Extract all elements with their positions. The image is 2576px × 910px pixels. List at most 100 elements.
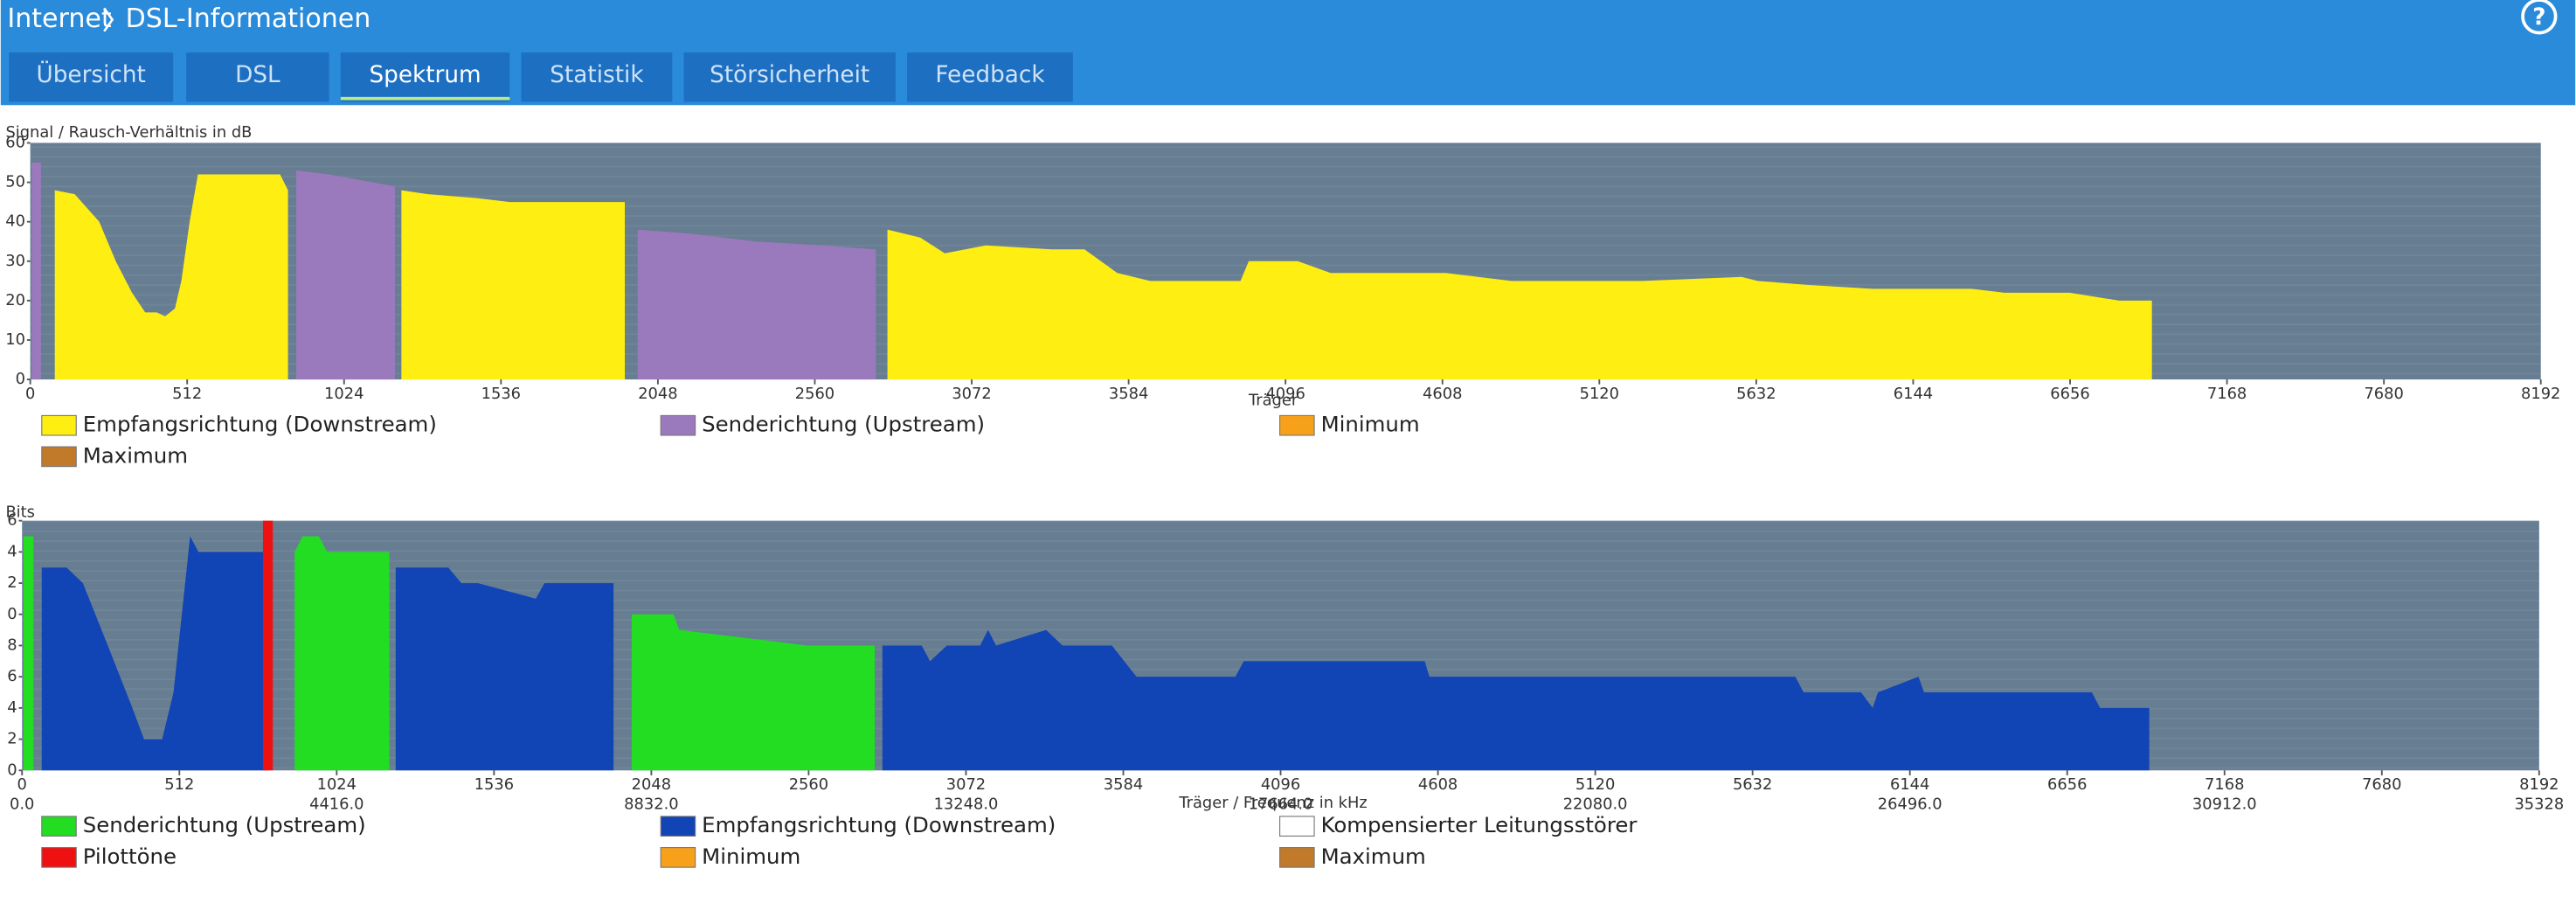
y-axis-title: Bits [5, 503, 35, 521]
x-tick-label: 512 [172, 385, 202, 403]
tab-label[interactable]: DSL [235, 62, 280, 88]
legend-label: Pilottöne [83, 844, 177, 869]
y-tick-label: 20 [5, 291, 25, 309]
legend-swatch [41, 414, 77, 436]
x-tick-label: 6656 [2047, 775, 2087, 794]
x-tick-label: 2048 [638, 385, 677, 403]
x-tick-label: 7680 [2362, 775, 2401, 794]
legend-swatch [660, 847, 696, 868]
x2-tick-label: 30912.0 [2192, 795, 2257, 814]
x-tick-label: 5632 [1733, 775, 1772, 794]
legend-label: Senderichtung (Upstream) [83, 812, 366, 837]
x2-tick-label: 4416.0 [309, 795, 364, 814]
y-tick-label: 0 [7, 605, 17, 623]
x-tick-label: 4096 [1265, 385, 1305, 403]
x-tick-label: 6656 [2050, 385, 2089, 403]
tab-label[interactable]: Übersicht [36, 60, 145, 88]
tab[interactable] [340, 52, 510, 102]
legend-label: Empfangsrichtung (Downstream) [83, 412, 437, 437]
x-axis-title: Träger / Frequenz in kHz [1178, 794, 1367, 812]
x-tick-label: 5120 [1575, 775, 1615, 794]
y-tick-label: 4 [7, 542, 17, 560]
y-tick-label: 30 [5, 252, 25, 270]
legend-swatch [41, 816, 77, 837]
x-tick-label: 1536 [481, 385, 521, 403]
help-icon[interactable]: ? [2532, 4, 2545, 31]
x-tick-label: 3072 [946, 775, 986, 794]
y-axis-title: Signal / Rausch-Verhältnis in dB [5, 123, 252, 142]
y-tick-label: 6 [7, 511, 17, 530]
x-tick-label: 2560 [789, 775, 828, 794]
x-axis-title: Träger [1248, 391, 1298, 409]
legend-label: Maximum [1321, 844, 1426, 869]
legend-label: Empfangsrichtung (Downstream) [702, 812, 1056, 837]
x-tick-label: 4608 [1423, 385, 1462, 403]
breadcrumb-chevron [103, 7, 114, 32]
x-tick-label: 7168 [2205, 775, 2244, 794]
x-tick-label: 1024 [317, 775, 357, 794]
tab-label[interactable]: Spektrum [369, 62, 481, 88]
x2-tick-label: 13248.0 [934, 795, 999, 814]
legend-swatch [660, 414, 696, 436]
x-tick-label: 7168 [2207, 385, 2247, 403]
tab-label[interactable]: Störsicherheit [710, 62, 869, 88]
tab[interactable] [907, 52, 1073, 102]
tab[interactable] [186, 52, 329, 102]
legend-swatch [1279, 414, 1315, 436]
x-tick-label: 8192 [2519, 775, 2559, 794]
tab[interactable] [521, 52, 673, 102]
x2-tick-label: 8832.0 [624, 795, 678, 814]
x-tick-label: 3072 [952, 385, 991, 403]
x-tick-label: 512 [164, 775, 194, 794]
legend-swatch [660, 816, 696, 837]
x-tick-label: 5632 [1736, 385, 1776, 403]
y-tick-label: 6 [7, 667, 17, 685]
legend-label: Minimum [702, 844, 800, 869]
tab[interactable] [683, 52, 896, 102]
tab[interactable] [9, 52, 174, 102]
tab-label[interactable]: Statistik [550, 62, 644, 88]
x-tick-label: 1024 [324, 385, 364, 403]
y-tick-label: 0 [16, 370, 25, 388]
area-series [54, 174, 2152, 380]
help-button[interactable] [2521, 0, 2558, 35]
x-tick-label: 4608 [1418, 775, 1458, 794]
area-series [24, 536, 876, 771]
legend-label: Kompensierter Leitungsstörer [1321, 812, 1638, 837]
y-tick-label: 50 [5, 173, 25, 191]
x2-tick-label: 35328 [2514, 795, 2564, 814]
tab-bar: Übersicht DSL Spektrum Statistik Störsicherh… [9, 52, 1073, 102]
y-tick-label: 10 [5, 330, 25, 349]
y-tick-label: 40 [5, 212, 25, 231]
legend-swatch [41, 446, 77, 468]
legend-label: Minimum [1321, 412, 1420, 437]
page-title: DSL-Informationen [126, 3, 371, 34]
x-tick-label: 3584 [1104, 775, 1143, 794]
x2-tick-label: 17664.0 [1249, 795, 1313, 814]
tab-label[interactable]: Feedback [935, 62, 1045, 88]
pilot-tone-bar [262, 520, 274, 771]
x-tick-label: 6144 [1894, 385, 1933, 403]
area-series [31, 163, 876, 380]
x-tick-label: 4096 [1261, 775, 1300, 794]
legend-label: Maximum [83, 442, 188, 468]
x2-tick-label: 0.0 [10, 795, 34, 814]
tab-active-underline [340, 96, 510, 101]
x-tick-label: 7680 [2364, 385, 2403, 403]
y-tick-label: 0 [7, 761, 17, 779]
legend-swatch [1279, 847, 1315, 868]
y-tick-label: 2 [7, 573, 17, 592]
breadcrumb-section[interactable]: Internet [7, 3, 112, 34]
y-tick-label: 2 [7, 730, 17, 748]
y-tick-label: 4 [7, 698, 17, 717]
x2-tick-label: 22080.0 [1563, 795, 1628, 814]
legend-swatch [1279, 816, 1315, 837]
x-tick-label: 0 [25, 385, 35, 403]
x-tick-label: 1536 [474, 775, 514, 794]
legend-label: Senderichtung (Upstream) [702, 412, 985, 437]
x-tick-label: 8192 [2521, 385, 2560, 403]
y-tick-label: 8 [7, 636, 17, 654]
x-tick-label: 5120 [1580, 385, 1619, 403]
